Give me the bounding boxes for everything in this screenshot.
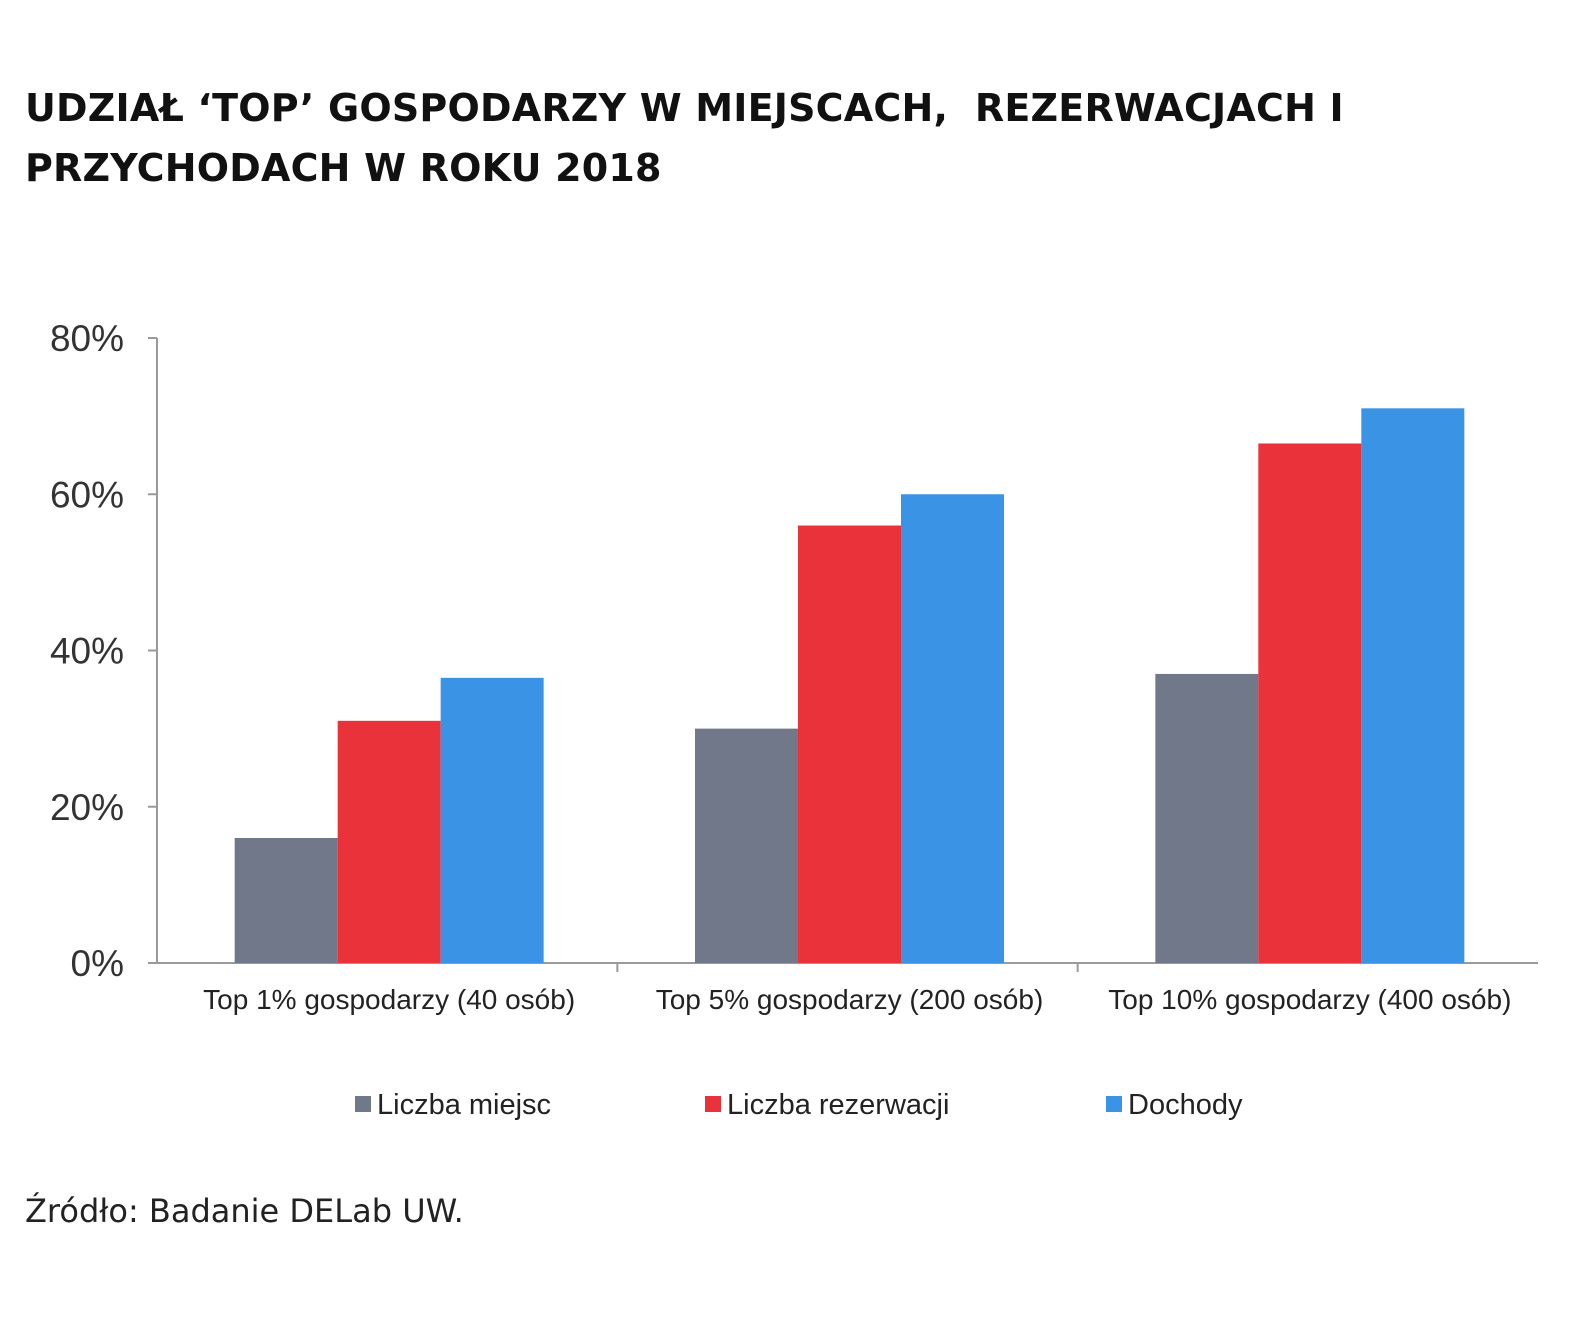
y-tick-label: 20%: [50, 787, 124, 828]
bar: [1155, 673, 1259, 963]
y-tick-label: 40%: [50, 631, 124, 672]
bar: [1361, 408, 1465, 963]
y-tick-label: 0%: [71, 943, 124, 984]
x-tick-label: Top 10% gospodarzy (400 osób): [1108, 984, 1511, 1015]
legend-swatch: [705, 1096, 721, 1112]
bar: [234, 838, 338, 963]
x-tick-label: Top 5% gospodarzy (200 osób): [656, 984, 1044, 1015]
x-tick-label: Top 1% gospodarzy (40 osób): [203, 984, 575, 1015]
chart-title-line-2: PRZYCHODACH W ROKU 2018: [25, 146, 662, 190]
bar: [440, 677, 544, 963]
y-tick-label: 60%: [50, 474, 124, 515]
chart-title: UDZIAŁ ‘TOP’ GOSPODARZY W MIEJSCACH, REZ…: [25, 78, 1525, 198]
bar: [901, 494, 1004, 963]
bar: [1258, 443, 1362, 963]
legend-label: Liczba miejsc: [377, 1089, 551, 1121]
y-tick-label: 80%: [50, 318, 124, 359]
bar: [798, 525, 901, 963]
legend-swatch: [355, 1096, 371, 1112]
bar-chart: 0% 20% 40% 60% 80% Top 1% gospodarzy (40 osób…: [50, 318, 1538, 1121]
legend-label: Liczba rezerwacji: [727, 1089, 949, 1121]
bar: [695, 728, 798, 963]
legend-swatch: [1106, 1096, 1122, 1112]
chart-title-line-1: UDZIAŁ ‘TOP’ GOSPODARZY W MIEJSCACH, REZ…: [25, 86, 1344, 130]
source-note: Źródło: Badanie DELab UW.: [25, 1192, 464, 1230]
legend-label: Dochody: [1128, 1089, 1243, 1121]
bar: [337, 720, 441, 963]
